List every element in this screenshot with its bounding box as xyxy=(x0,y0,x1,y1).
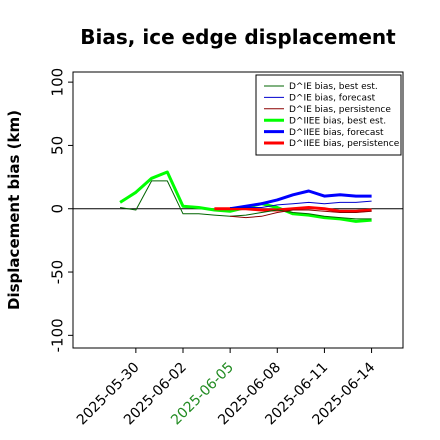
legend-label: D^IIEE bias, persistence xyxy=(289,139,400,149)
series-line xyxy=(229,189,372,211)
legend-label: D^IIEE bias, forecast xyxy=(289,128,384,138)
legend-label: D^IE bias, forecast xyxy=(289,94,376,104)
y-tick-label: 50 xyxy=(48,136,66,155)
series-line xyxy=(214,206,372,213)
y-tick-label: -100 xyxy=(48,318,66,352)
series-line xyxy=(230,200,372,208)
y-tick-label: 100 xyxy=(48,68,66,97)
chart-title: Bias, ice edge displacement xyxy=(80,25,396,49)
y-axis-label: Displacement bias (km) xyxy=(5,110,23,310)
y-tick-label: -50 xyxy=(48,260,66,285)
legend-label: D^IIEE bias, best est. xyxy=(289,116,386,126)
series-line xyxy=(120,180,372,220)
legend-label: D^IE bias, persistence xyxy=(289,105,391,115)
legend-label: D^IE bias, best est. xyxy=(289,82,378,92)
series-line xyxy=(230,209,372,219)
y-tick-label: 0 xyxy=(48,204,66,214)
plot-frame xyxy=(72,71,404,349)
plot-area: -100-500501002025-05-302025-06-022025-06… xyxy=(48,68,404,428)
